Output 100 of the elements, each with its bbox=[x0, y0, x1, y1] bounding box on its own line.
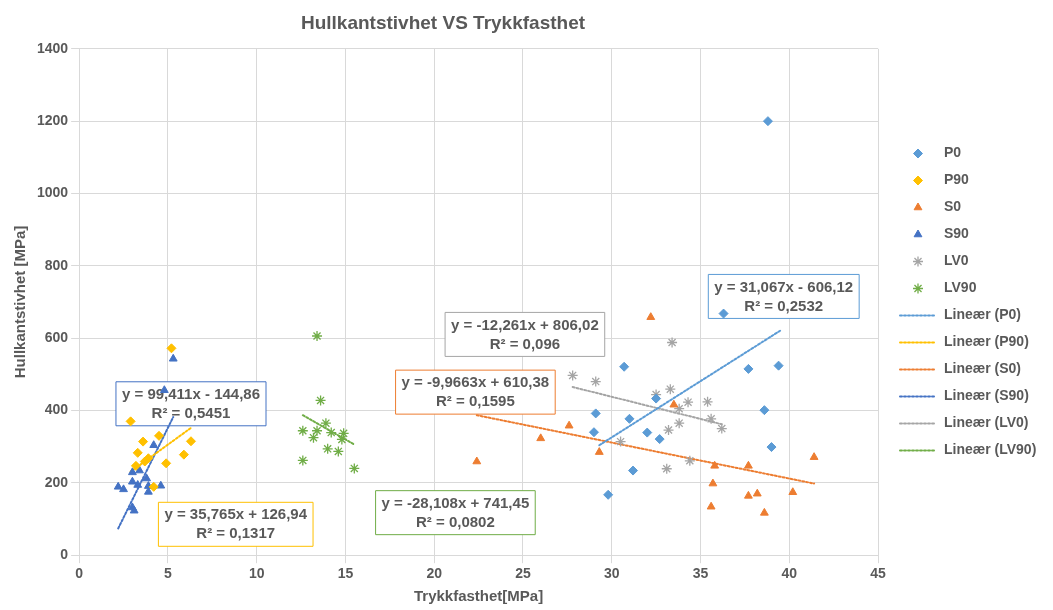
chart-title: Hullkantstivhet VS Trykkfasthet bbox=[300, 11, 586, 33]
y-tick-label: 800 bbox=[44, 256, 69, 273]
point bbox=[348, 462, 360, 475]
point bbox=[594, 447, 604, 455]
point bbox=[619, 361, 630, 372]
annotation: y = 35,765x + 126,94 R² = 0,1317 bbox=[164, 505, 308, 542]
x-tick-label: 35 bbox=[692, 565, 709, 582]
point bbox=[149, 440, 159, 448]
point bbox=[661, 463, 673, 475]
point bbox=[322, 443, 334, 455]
y-tick-label: 200 bbox=[44, 473, 69, 490]
point bbox=[168, 353, 178, 362]
legend-label: S90 bbox=[944, 225, 970, 242]
point bbox=[297, 454, 309, 467]
point bbox=[759, 507, 769, 516]
point bbox=[297, 425, 309, 437]
point bbox=[161, 458, 172, 469]
legend-label: LV0 bbox=[944, 252, 969, 269]
point bbox=[336, 433, 348, 446]
point bbox=[710, 460, 720, 469]
point bbox=[744, 490, 753, 499]
point bbox=[664, 383, 676, 395]
point bbox=[320, 417, 332, 429]
legend-label: Lineær (P90) bbox=[944, 333, 1029, 350]
point bbox=[314, 394, 327, 407]
point bbox=[588, 427, 599, 438]
point bbox=[564, 420, 574, 429]
point bbox=[338, 427, 350, 439]
point bbox=[642, 427, 653, 438]
point bbox=[669, 399, 679, 408]
x-tick-label: 15 bbox=[337, 565, 354, 582]
x-tick-label: 20 bbox=[426, 565, 443, 582]
point bbox=[143, 453, 154, 464]
point bbox=[788, 487, 798, 496]
point bbox=[178, 449, 189, 460]
x-tick-label: 10 bbox=[248, 565, 265, 582]
point bbox=[130, 460, 141, 471]
point bbox=[590, 408, 601, 419]
point bbox=[752, 488, 762, 497]
legend-label: Lineær (LV90) bbox=[944, 441, 1037, 458]
legend-label: S0 bbox=[944, 198, 962, 215]
point bbox=[132, 447, 143, 458]
point bbox=[809, 452, 819, 460]
y-axis-title: Hullkantstivhet [MPa] bbox=[11, 225, 29, 379]
point bbox=[759, 405, 770, 416]
y-tick-label: 1000 bbox=[36, 184, 69, 201]
point bbox=[590, 375, 602, 388]
point bbox=[156, 480, 166, 489]
annotation: y = 31,067x - 606,12 R² = 0,2532 bbox=[714, 277, 854, 314]
y-tick-label: 1200 bbox=[36, 112, 69, 128]
legend-label: Lineær (LV0) bbox=[944, 414, 1029, 431]
x-tick-label: 25 bbox=[515, 565, 531, 582]
legend-label: P90 bbox=[944, 171, 970, 188]
point bbox=[154, 430, 165, 441]
point bbox=[113, 481, 123, 490]
point bbox=[744, 460, 753, 469]
point bbox=[536, 433, 546, 442]
point bbox=[307, 431, 320, 444]
point bbox=[614, 435, 627, 448]
x-tick-label: 30 bbox=[603, 565, 620, 582]
point bbox=[773, 360, 784, 371]
point bbox=[185, 436, 196, 447]
point bbox=[708, 478, 718, 487]
point bbox=[325, 426, 337, 439]
point bbox=[701, 396, 714, 408]
point bbox=[646, 312, 656, 320]
y-tick-label: 0 bbox=[60, 546, 69, 563]
point bbox=[654, 434, 665, 445]
point bbox=[166, 343, 177, 354]
point bbox=[662, 424, 675, 436]
point bbox=[128, 476, 137, 485]
annotation: y = -12,261x + 806,02 R² = 0,096 bbox=[451, 315, 599, 352]
point bbox=[332, 445, 344, 458]
point bbox=[125, 416, 136, 427]
point bbox=[762, 116, 773, 127]
point bbox=[651, 393, 662, 404]
point bbox=[311, 330, 323, 342]
point bbox=[673, 417, 685, 429]
point bbox=[472, 456, 482, 465]
point bbox=[716, 422, 728, 435]
point bbox=[624, 413, 635, 424]
point bbox=[311, 425, 323, 437]
legend-label: P0 bbox=[944, 144, 962, 161]
point bbox=[567, 369, 579, 382]
point bbox=[142, 473, 151, 482]
point bbox=[766, 442, 777, 453]
legend-label: Lineær (P0) bbox=[944, 306, 1022, 323]
legend-label: Lineær (S90) bbox=[944, 387, 1029, 404]
point bbox=[148, 481, 159, 492]
point bbox=[705, 413, 717, 425]
point bbox=[682, 396, 694, 408]
point bbox=[128, 467, 137, 476]
x-axis-title: Trykkfasthet[MPa] bbox=[413, 587, 544, 605]
y-tick-label: 1400 bbox=[36, 39, 69, 56]
point bbox=[628, 465, 639, 476]
point bbox=[133, 480, 143, 488]
x-tick-label: 45 bbox=[870, 565, 886, 582]
point bbox=[718, 308, 729, 319]
annotation: y = 99,411x - 144,86 R² = 0,5451 bbox=[121, 384, 261, 421]
x-tick-label: 0 bbox=[75, 565, 84, 582]
